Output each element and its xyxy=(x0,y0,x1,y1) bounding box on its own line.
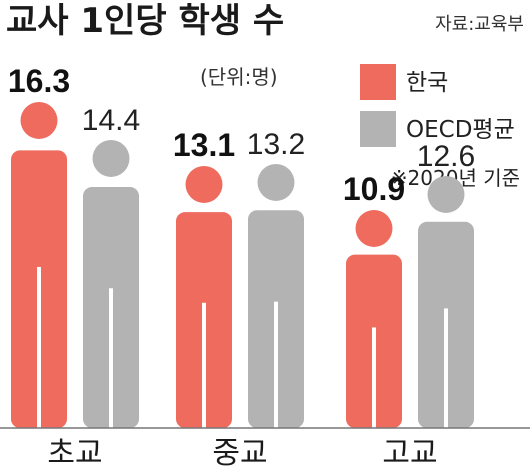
oecd-value-label-0: 14.4 xyxy=(82,104,140,137)
figure-leg-gap xyxy=(444,308,448,428)
legend-label-korea: 한국 xyxy=(406,70,448,96)
korea-value-label-1: 13.1 xyxy=(173,127,235,163)
korea-figure-2 xyxy=(346,210,402,428)
figure-leg-gap xyxy=(109,288,113,428)
legend-label-oecd: OECD평균 xyxy=(406,117,515,143)
figure-head xyxy=(355,210,393,247)
korea-value-label-2: 10.9 xyxy=(343,171,405,207)
korea-value-label-0: 16.3 xyxy=(8,63,70,99)
figure-leg-gap xyxy=(372,327,376,428)
figure-leg-gap xyxy=(274,301,278,428)
figure-head xyxy=(92,140,130,177)
figure-leg-gap xyxy=(37,266,41,428)
korea-figure-1 xyxy=(176,166,232,428)
figure-head xyxy=(20,102,58,139)
oecd-figure-0 xyxy=(83,140,139,428)
oecd-figure-1 xyxy=(248,164,304,428)
figure-head xyxy=(185,166,223,203)
legend-swatch-korea xyxy=(360,64,396,100)
category-labels: 초교 중교 고교 xyxy=(47,436,437,470)
figure-leg-gap xyxy=(202,302,206,428)
korea-figure-0 xyxy=(11,102,67,428)
category-label-2: 고교 xyxy=(382,436,437,470)
source-label: 자료:교육부 xyxy=(435,14,524,35)
category-label-0: 초교 xyxy=(47,436,102,470)
legend-swatch-oecd xyxy=(360,111,396,147)
category-label-1: 중교 xyxy=(212,436,267,470)
chart-marks: 16.3 14.4 13.1 13.2 10.9 12.6 xyxy=(8,63,475,428)
oecd-figure-2 xyxy=(418,176,474,428)
figure-head xyxy=(427,176,465,213)
figure-head xyxy=(257,164,295,201)
oecd-value-label-1: 13.2 xyxy=(247,128,305,161)
oecd-value-label-2: 12.6 xyxy=(417,140,475,173)
unit-label: (단위:명) xyxy=(200,65,278,89)
chart-title: 교사 1인당 학생 수 xyxy=(6,1,284,41)
